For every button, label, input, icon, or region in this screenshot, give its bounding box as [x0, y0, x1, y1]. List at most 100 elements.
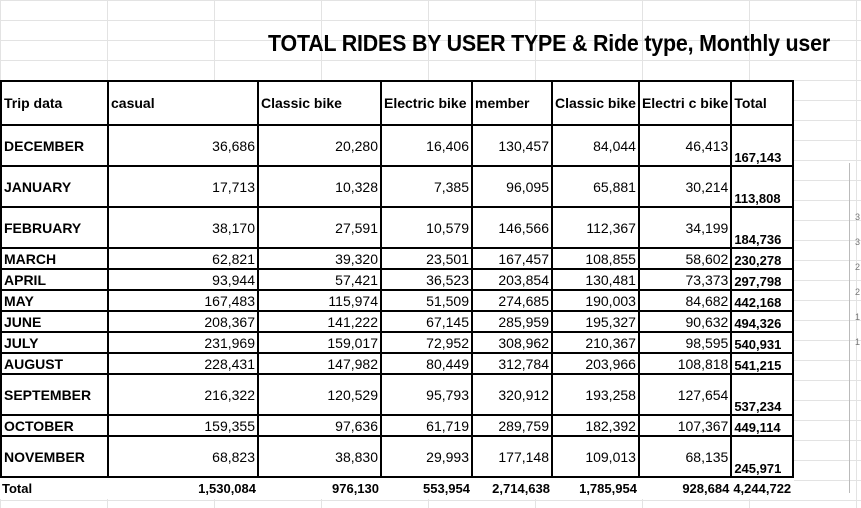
member-cell[interactable]: 177,148 [471, 435, 553, 478]
member-electric-cell[interactable]: 90,632 [637, 310, 733, 333]
header-trip-data[interactable]: Trip data [0, 80, 109, 126]
member-cell[interactable]: 96,095 [471, 165, 553, 208]
member-classic-cell[interactable]: 130,481 [551, 268, 640, 291]
month-cell[interactable]: MARCH [0, 247, 109, 270]
member-classic-cell[interactable]: 108,855 [551, 247, 640, 270]
header-member[interactable]: member [471, 80, 553, 126]
casual-electric-cell[interactable]: 72,952 [380, 331, 473, 354]
casual-classic-cell[interactable]: 39,320 [257, 247, 382, 270]
casual-electric-cell[interactable]: 95,793 [380, 373, 473, 416]
totals-casual-cell[interactable]: 1,530,084 [108, 476, 258, 499]
casual-electric-cell[interactable]: 80,449 [380, 352, 473, 375]
casual-cell[interactable]: 167,483 [107, 289, 259, 312]
month-cell[interactable]: SEPTEMBER [0, 373, 109, 416]
member-cell[interactable]: 285,959 [471, 310, 553, 333]
casual-classic-cell[interactable]: 20,280 [257, 124, 382, 167]
header-casual[interactable]: casual [107, 80, 259, 126]
month-cell[interactable]: APRIL [0, 268, 109, 291]
member-classic-cell[interactable]: 109,013 [551, 435, 640, 478]
member-classic-cell[interactable]: 210,367 [551, 331, 640, 354]
member-electric-cell[interactable]: 30,214 [637, 165, 733, 208]
header-casual-classic-bike[interactable]: Classic bike [257, 80, 382, 126]
member-cell[interactable]: 167,457 [471, 247, 553, 270]
total-cell[interactable]: 113,808 [730, 165, 795, 208]
total-cell[interactable]: 245,971 [730, 435, 795, 478]
header-member-electric-bike[interactable]: Electri c bike [637, 80, 733, 126]
month-cell[interactable]: AUGUST [0, 352, 109, 375]
member-cell[interactable]: 203,854 [471, 268, 553, 291]
casual-classic-cell[interactable]: 57,421 [257, 268, 382, 291]
month-cell[interactable]: FEBRUARY [0, 206, 109, 249]
casual-cell[interactable]: 68,823 [107, 435, 259, 478]
month-cell[interactable]: DECEMBER [0, 124, 109, 167]
casual-electric-cell[interactable]: 36,523 [380, 268, 473, 291]
casual-classic-cell[interactable]: 27,591 [257, 206, 382, 249]
casual-cell[interactable]: 159,355 [107, 414, 259, 437]
member-classic-cell[interactable]: 203,966 [551, 352, 640, 375]
casual-classic-cell[interactable]: 10,328 [257, 165, 382, 208]
member-cell[interactable]: 312,784 [471, 352, 553, 375]
member-cell[interactable]: 130,457 [471, 124, 553, 167]
member-classic-cell[interactable]: 65,881 [551, 165, 640, 208]
member-cell[interactable]: 289,759 [471, 414, 553, 437]
totals-total-cell[interactable]: 4,244,722 [731, 476, 794, 499]
total-cell[interactable]: 541,215 [730, 352, 795, 375]
casual-electric-cell[interactable]: 51,509 [380, 289, 473, 312]
member-electric-cell[interactable]: 84,682 [637, 289, 733, 312]
member-classic-cell[interactable]: 195,327 [551, 310, 640, 333]
member-classic-cell[interactable]: 112,367 [551, 206, 640, 249]
total-cell[interactable]: 297,798 [730, 268, 795, 291]
casual-cell[interactable]: 231,969 [107, 331, 259, 354]
casual-cell[interactable]: 62,821 [107, 247, 259, 270]
casual-cell[interactable]: 216,322 [107, 373, 259, 416]
month-cell[interactable]: NOVEMBER [0, 435, 109, 478]
member-cell[interactable]: 146,566 [471, 206, 553, 249]
casual-electric-cell[interactable]: 7,385 [380, 165, 473, 208]
casual-cell[interactable]: 36,686 [107, 124, 259, 167]
casual-classic-cell[interactable]: 147,982 [257, 352, 382, 375]
member-electric-cell[interactable]: 107,367 [637, 414, 733, 437]
casual-electric-cell[interactable]: 61,719 [380, 414, 473, 437]
total-cell[interactable]: 449,114 [730, 414, 795, 437]
total-cell[interactable]: 184,736 [730, 206, 795, 249]
casual-electric-cell[interactable]: 67,145 [380, 310, 473, 333]
totals-casual-classic-cell[interactable]: 976,130 [258, 476, 381, 499]
totals-member-cell[interactable]: 2,714,638 [472, 476, 552, 499]
member-electric-cell[interactable]: 58,602 [637, 247, 733, 270]
casual-electric-cell[interactable]: 16,406 [380, 124, 473, 167]
casual-electric-cell[interactable]: 23,501 [380, 247, 473, 270]
member-classic-cell[interactable]: 190,003 [551, 289, 640, 312]
member-classic-cell[interactable]: 182,392 [551, 414, 640, 437]
member-electric-cell[interactable]: 34,199 [637, 206, 733, 249]
member-cell[interactable]: 320,912 [471, 373, 553, 416]
totals-member-classic-cell[interactable]: 1,785,954 [552, 476, 639, 499]
total-cell[interactable]: 230,278 [730, 247, 795, 270]
member-cell[interactable]: 308,962 [471, 331, 553, 354]
casual-classic-cell[interactable]: 115,974 [257, 289, 382, 312]
casual-electric-cell[interactable]: 10,579 [380, 206, 473, 249]
total-cell[interactable]: 494,326 [730, 310, 795, 333]
month-cell[interactable]: OCTOBER [0, 414, 109, 437]
header-member-classic-bike[interactable]: Classic bike [551, 80, 640, 126]
member-electric-cell[interactable]: 68,135 [637, 435, 733, 478]
casual-cell[interactable]: 93,944 [107, 268, 259, 291]
totals-label[interactable]: Total [1, 476, 108, 499]
member-electric-cell[interactable]: 98,595 [637, 331, 733, 354]
month-cell[interactable]: JULY [0, 331, 109, 354]
totals-member-electric-cell[interactable]: 928,684 [638, 476, 732, 499]
member-electric-cell[interactable]: 127,654 [637, 373, 733, 416]
total-cell[interactable]: 442,168 [730, 289, 795, 312]
member-electric-cell[interactable]: 46,413 [637, 124, 733, 167]
total-cell[interactable]: 167,143 [730, 124, 795, 167]
header-total[interactable]: Total [730, 80, 795, 126]
casual-classic-cell[interactable]: 120,529 [257, 373, 382, 416]
casual-classic-cell[interactable]: 97,636 [257, 414, 382, 437]
member-classic-cell[interactable]: 193,258 [551, 373, 640, 416]
casual-cell[interactable]: 208,367 [107, 310, 259, 333]
casual-classic-cell[interactable]: 159,017 [257, 331, 382, 354]
header-casual-electric-bike[interactable]: Electric bike [380, 80, 473, 126]
casual-classic-cell[interactable]: 141,222 [257, 310, 382, 333]
month-cell[interactable]: JANUARY [0, 165, 109, 208]
member-cell[interactable]: 274,685 [471, 289, 553, 312]
total-cell[interactable]: 537,234 [730, 373, 795, 416]
